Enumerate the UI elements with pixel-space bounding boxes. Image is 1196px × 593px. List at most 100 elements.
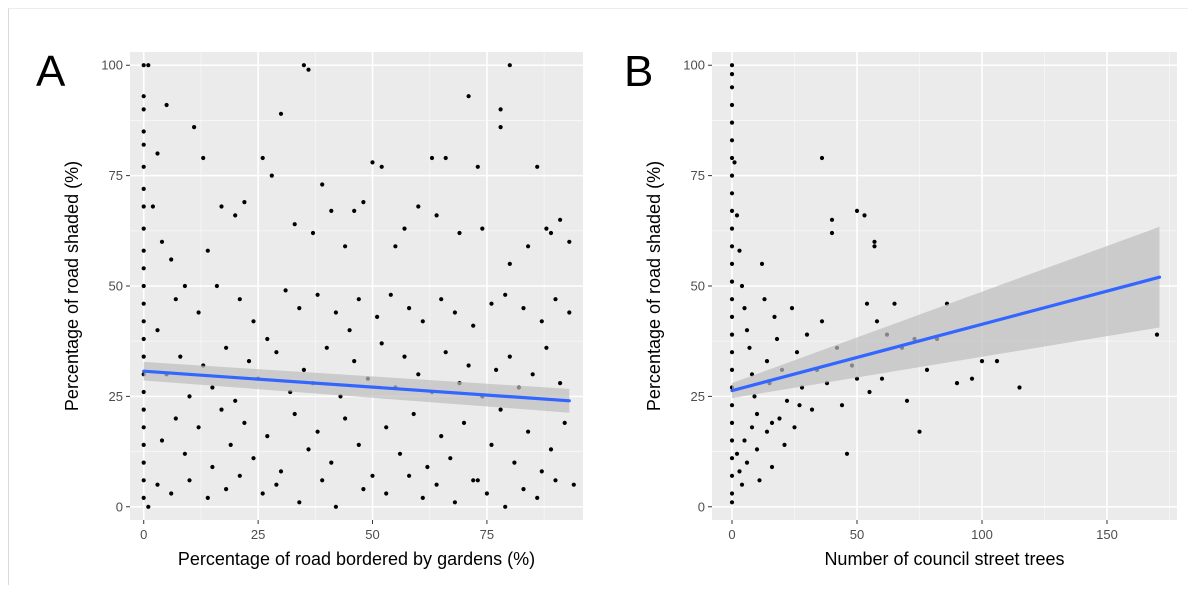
y-axis-title: Percentage of road shaded (%) [62,161,82,411]
x-tick-label: 150 [1096,527,1118,542]
data-point [729,226,735,231]
data-point [544,226,549,231]
data-point [315,429,320,434]
data-point [173,416,178,421]
data-point [205,495,210,500]
data-point [416,372,421,377]
data-point [439,297,444,302]
data-point [224,487,229,492]
data-point [466,94,471,99]
data-point [278,469,284,474]
data-point [141,164,146,169]
data-point [452,500,457,505]
data-point [567,310,572,315]
data-point [416,204,421,209]
data-point [146,63,151,68]
x-tick-label: 0 [140,527,147,542]
data-point [246,359,252,364]
data-point [155,482,160,487]
data-point [772,314,777,319]
data-point [749,372,755,377]
data-point [411,411,416,417]
data-point [425,464,430,470]
data-point [178,354,183,359]
data-point [729,350,735,355]
data-point [829,230,835,236]
data-point [141,319,146,324]
data-point [521,487,526,492]
data-point [397,451,403,456]
data-point [729,438,735,443]
data-point [461,420,467,425]
data-point [370,160,375,165]
data-point [862,213,867,218]
data-point [729,120,735,125]
data-point [443,350,448,355]
data-point [784,398,790,403]
data-point [558,217,563,222]
data-point [242,200,247,205]
data-point [384,425,389,430]
data-point [764,429,770,434]
data-point [844,451,850,456]
data-point [732,160,737,165]
data-point [237,297,242,302]
panel-a: 0 25 50 75 0 25 50 75 100 Percentage of road bord… [36,47,583,569]
data-point [141,336,146,342]
data-point [361,200,366,205]
data-point [141,460,146,465]
data-point [352,359,357,364]
data-point [864,301,870,306]
data-point [739,482,745,487]
data-point [388,292,393,297]
data-point [278,111,284,116]
data-point [434,482,439,487]
data-point [484,491,489,496]
data-point [283,288,288,293]
data-point [729,155,735,161]
figure-frame [8,8,1188,585]
data-point [571,482,576,487]
y-tick-label: 100 [101,58,123,73]
panel-letter: B [624,47,653,96]
data-point [729,208,735,213]
y-tick-label: 50 [691,279,705,294]
data-point [306,67,311,72]
data-point [452,310,457,315]
data-point [141,248,146,253]
data-point [521,306,526,311]
data-point [503,292,508,297]
data-point [769,464,775,470]
data-point [979,359,985,364]
data-point [242,420,247,425]
data-point [466,363,471,368]
data-point [356,442,361,447]
data-point [558,381,563,386]
data-point [729,85,735,90]
data-point [343,416,348,421]
data-point [874,319,880,324]
data-point [879,376,885,381]
data-point [141,204,146,209]
data-point [146,504,151,509]
data-point [729,367,735,372]
data-point [489,442,494,447]
data-point [854,208,860,213]
data-point [141,107,146,112]
data-point [867,389,872,395]
data-point [734,451,740,456]
data-point [539,469,544,474]
data-point [729,72,735,77]
data-point [562,420,567,425]
data-point [729,473,735,478]
data-point [744,328,750,333]
data-point [737,469,742,474]
data-point [757,478,762,483]
data-point [734,213,740,218]
data-point [729,297,735,302]
data-point [794,350,800,355]
data-point [729,63,735,68]
data-point [251,456,256,461]
data-point [839,403,845,408]
